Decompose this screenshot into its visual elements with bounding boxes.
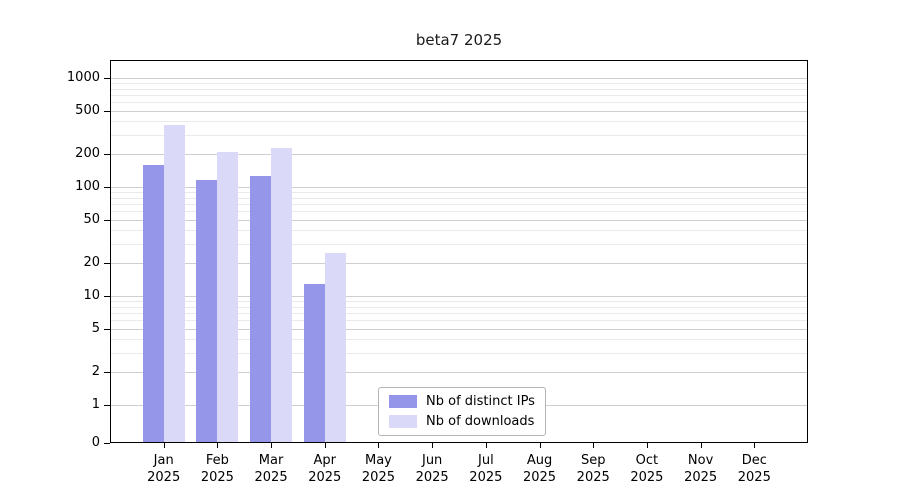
chart-title: beta7 2025 — [415, 31, 503, 49]
y-tick-label: 1 — [91, 397, 100, 412]
x-tick-label: Mar 2025 — [254, 453, 288, 485]
y-tick-mark — [104, 328, 110, 330]
bar-distinct-ips — [142, 164, 164, 443]
legend-swatch — [389, 415, 417, 428]
minor-gridline — [110, 339, 808, 341]
x-tick-mark — [539, 443, 541, 448]
minor-gridline — [110, 82, 808, 84]
major-gridline — [110, 110, 808, 112]
x-tick-label: Oct 2025 — [630, 453, 664, 485]
legend-swatch — [389, 395, 417, 408]
x-tick-label: Feb 2025 — [200, 453, 234, 485]
minor-gridline — [110, 352, 808, 354]
x-tick-label: Jun 2025 — [415, 453, 449, 485]
x-tick-mark — [271, 443, 273, 448]
major-gridline — [110, 219, 808, 221]
major-gridline — [110, 263, 808, 265]
minor-gridline — [110, 230, 808, 232]
bar-distinct-ips — [196, 180, 218, 443]
x-tick-label: Apr 2025 — [308, 453, 342, 485]
bar-distinct-ips — [250, 176, 272, 443]
minor-gridline — [110, 134, 808, 136]
x-tick-label: Sep 2025 — [576, 453, 610, 485]
minor-gridline — [110, 94, 808, 96]
x-tick-label: Dec 2025 — [737, 453, 771, 485]
x-tick-mark — [593, 443, 595, 448]
x-tick-mark — [217, 443, 219, 448]
minor-gridline — [110, 320, 808, 322]
legend-label: Nb of distinct IPs — [426, 394, 535, 409]
x-tick-mark — [163, 443, 165, 448]
major-gridline — [110, 187, 808, 188]
y-tick-label: 0 — [91, 435, 100, 450]
y-tick-mark — [104, 219, 110, 221]
minor-gridline — [110, 300, 808, 302]
x-tick-mark — [485, 443, 487, 448]
y-tick-mark — [104, 187, 110, 188]
bar-distinct-ips — [303, 283, 325, 443]
bar-downloads — [163, 125, 185, 443]
y-tick-label: 1000 — [66, 70, 100, 85]
y-tick-label: 500 — [75, 102, 100, 118]
bar-downloads — [217, 151, 239, 443]
minor-gridline — [110, 306, 808, 308]
bar-downloads — [271, 147, 293, 443]
y-tick-mark — [104, 110, 110, 112]
y-tick-label: 20 — [83, 255, 100, 271]
legend-item: Nb of distinct IPs — [389, 394, 535, 409]
y-tick-label: 200 — [75, 146, 100, 162]
legend-item: Nb of downloads — [389, 414, 535, 429]
major-gridline — [110, 78, 808, 79]
minor-gridline — [110, 191, 808, 193]
x-tick-mark — [754, 443, 756, 448]
y-tick-mark — [104, 372, 110, 374]
minor-gridline — [110, 121, 808, 123]
y-tick-mark — [104, 154, 110, 156]
y-tick-label: 5 — [91, 320, 100, 336]
major-gridline — [110, 154, 808, 156]
bar-downloads — [324, 252, 346, 443]
minor-gridline — [110, 197, 808, 199]
y-tick-mark — [104, 443, 110, 444]
minor-gridline — [110, 102, 808, 104]
major-gridline — [110, 296, 808, 297]
y-tick-mark — [104, 263, 110, 265]
y-tick-label: 2 — [91, 364, 100, 380]
x-tick-mark — [432, 443, 434, 448]
x-tick-label: Jul 2025 — [469, 453, 503, 485]
major-gridline — [110, 328, 808, 330]
minor-gridline — [110, 211, 808, 213]
x-tick-mark — [378, 443, 380, 448]
x-tick-label: Nov 2025 — [684, 453, 718, 485]
y-tick-label: 10 — [83, 288, 100, 303]
x-tick-label: Aug 2025 — [522, 453, 557, 485]
x-tick-mark — [646, 443, 648, 448]
y-tick-mark — [104, 405, 110, 406]
y-tick-label: 100 — [75, 179, 100, 194]
legend-label: Nb of downloads — [426, 414, 535, 429]
x-tick-label: Jan 2025 — [147, 453, 181, 485]
major-gridline — [110, 372, 808, 374]
minor-gridline — [110, 88, 808, 90]
y-tick-mark — [104, 296, 110, 297]
minor-gridline — [110, 203, 808, 205]
y-tick-mark — [104, 78, 110, 79]
minor-gridline — [110, 243, 808, 245]
x-tick-label: May 2025 — [361, 453, 395, 485]
minor-gridline — [110, 312, 808, 314]
x-tick-mark — [700, 443, 702, 448]
legend: Nb of distinct IPs Nb of downloads — [378, 387, 546, 436]
x-tick-mark — [324, 443, 326, 448]
y-tick-label: 50 — [83, 211, 100, 227]
